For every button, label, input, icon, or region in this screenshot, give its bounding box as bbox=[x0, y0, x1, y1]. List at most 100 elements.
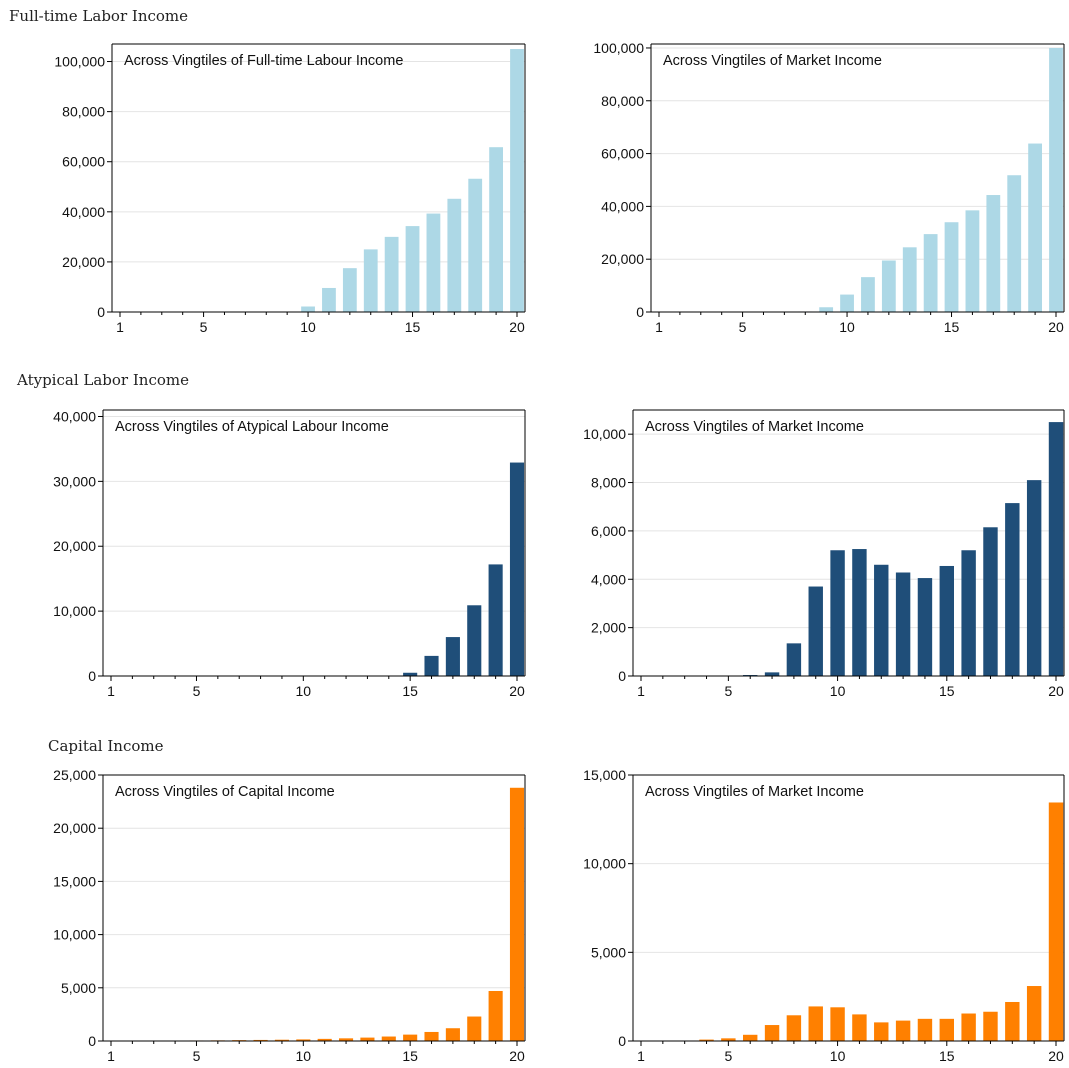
x-tick-label: 15 bbox=[939, 683, 955, 699]
y-tick-label: 6,000 bbox=[591, 523, 626, 539]
bar-16 bbox=[426, 213, 441, 312]
x-tick-label: 20 bbox=[509, 683, 525, 699]
x-tick-label: 15 bbox=[402, 1048, 418, 1064]
bar-19 bbox=[488, 990, 503, 1041]
x-tick-label: 10 bbox=[296, 683, 312, 699]
panel-title: Across Vingtiles of Atypical Labour Inco… bbox=[115, 419, 389, 435]
bar-17 bbox=[983, 527, 998, 676]
bar-4 bbox=[699, 1039, 714, 1041]
y-tick-label: 80,000 bbox=[62, 104, 105, 120]
y-tick-label: 40,000 bbox=[53, 408, 96, 424]
bar-13 bbox=[895, 572, 911, 676]
x-tick-label: 20 bbox=[1048, 1048, 1064, 1064]
bar-9 bbox=[808, 586, 823, 676]
bar-17 bbox=[983, 1011, 998, 1041]
bar-14 bbox=[381, 1036, 396, 1041]
bar-6 bbox=[743, 1034, 758, 1041]
bar-11 bbox=[317, 1038, 332, 1041]
bar-18 bbox=[1005, 503, 1020, 676]
y-tick-label: 30,000 bbox=[53, 473, 96, 489]
bar-11 bbox=[861, 277, 875, 312]
x-tick-label: 5 bbox=[193, 1048, 201, 1064]
bar-19 bbox=[1028, 143, 1043, 312]
panel-title: Across Vingtiles of Market Income bbox=[645, 784, 864, 800]
y-tick-label: 10,000 bbox=[583, 426, 626, 442]
bar-10 bbox=[840, 294, 854, 312]
x-tick-label: 15 bbox=[402, 683, 418, 699]
x-tick-label: 5 bbox=[200, 319, 208, 335]
y-tick-label: 0 bbox=[618, 668, 626, 684]
y-tick-label: 100,000 bbox=[54, 54, 105, 70]
x-tick-label: 20 bbox=[509, 319, 525, 335]
bar-13 bbox=[363, 249, 378, 312]
y-tick-label: 10,000 bbox=[53, 603, 96, 619]
bar-20 bbox=[509, 787, 525, 1041]
bar-13 bbox=[895, 1020, 911, 1041]
bar-15 bbox=[403, 672, 418, 676]
x-tick-label: 5 bbox=[724, 683, 732, 699]
bar-9 bbox=[819, 307, 834, 312]
bar-12 bbox=[339, 1038, 354, 1041]
y-tick-label: 0 bbox=[88, 1033, 96, 1049]
bar-8 bbox=[786, 643, 802, 676]
bar-18 bbox=[468, 178, 483, 312]
panel-title: Across Vingtiles of Market Income bbox=[663, 53, 882, 69]
bar-15 bbox=[403, 1034, 418, 1041]
y-tick-label: 5,000 bbox=[61, 980, 96, 996]
bar-18 bbox=[467, 605, 482, 676]
bar-18 bbox=[1007, 175, 1022, 312]
bar-12 bbox=[874, 564, 889, 676]
y-tick-label: 8,000 bbox=[591, 475, 626, 491]
bar-16 bbox=[424, 1031, 439, 1041]
bar-19 bbox=[1026, 986, 1042, 1041]
y-tick-label: 15,000 bbox=[583, 767, 626, 783]
bar-16 bbox=[961, 550, 976, 676]
bar-8 bbox=[786, 1015, 802, 1041]
bar-7 bbox=[764, 672, 780, 676]
y-tick-label: 80,000 bbox=[601, 93, 644, 109]
bar-14 bbox=[923, 234, 938, 312]
bar-10 bbox=[830, 550, 845, 676]
x-tick-label: 10 bbox=[839, 319, 855, 335]
x-tick-label: 20 bbox=[1048, 319, 1064, 335]
y-tick-label: 100,000 bbox=[593, 40, 644, 56]
y-tick-label: 60,000 bbox=[62, 154, 105, 170]
y-tick-label: 0 bbox=[618, 1033, 626, 1049]
x-tick-label: 15 bbox=[405, 319, 421, 335]
bar-9 bbox=[274, 1039, 289, 1041]
bar-12 bbox=[881, 260, 896, 312]
x-tick-label: 1 bbox=[107, 683, 115, 699]
x-tick-label: 5 bbox=[193, 683, 201, 699]
y-tick-label: 0 bbox=[97, 304, 105, 320]
bar-10 bbox=[296, 1039, 311, 1041]
y-tick-label: 25,000 bbox=[53, 767, 96, 783]
y-tick-label: 5,000 bbox=[591, 944, 626, 960]
x-tick-label: 10 bbox=[296, 1048, 312, 1064]
x-tick-label: 5 bbox=[739, 319, 747, 335]
bar-13 bbox=[360, 1037, 375, 1041]
bar-19 bbox=[489, 147, 504, 312]
x-tick-label: 10 bbox=[300, 319, 316, 335]
bar-18 bbox=[1005, 1001, 1020, 1041]
x-tick-label: 10 bbox=[830, 683, 846, 699]
bar-15 bbox=[405, 226, 420, 312]
y-tick-label: 10,000 bbox=[583, 856, 626, 872]
bar-16 bbox=[961, 1013, 976, 1041]
bar-8 bbox=[253, 1039, 268, 1041]
bar-16 bbox=[965, 210, 980, 312]
bar-19 bbox=[1026, 480, 1042, 676]
bar-13 bbox=[902, 247, 917, 312]
x-tick-label: 1 bbox=[116, 319, 124, 335]
x-tick-label: 15 bbox=[944, 319, 960, 335]
x-tick-label: 1 bbox=[655, 319, 663, 335]
bar-20 bbox=[509, 462, 525, 676]
bar-15 bbox=[939, 1018, 954, 1041]
bar-14 bbox=[917, 1018, 933, 1041]
